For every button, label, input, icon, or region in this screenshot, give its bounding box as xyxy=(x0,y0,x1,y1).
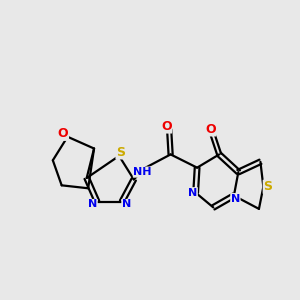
Text: O: O xyxy=(58,127,68,140)
Text: N: N xyxy=(88,200,97,209)
Text: N: N xyxy=(231,194,240,204)
Text: O: O xyxy=(205,123,216,136)
Text: NH: NH xyxy=(134,167,152,177)
Text: N: N xyxy=(122,200,131,209)
Text: S: S xyxy=(263,180,272,193)
Text: O: O xyxy=(161,120,172,133)
Text: S: S xyxy=(116,146,125,159)
Text: N: N xyxy=(188,188,197,198)
